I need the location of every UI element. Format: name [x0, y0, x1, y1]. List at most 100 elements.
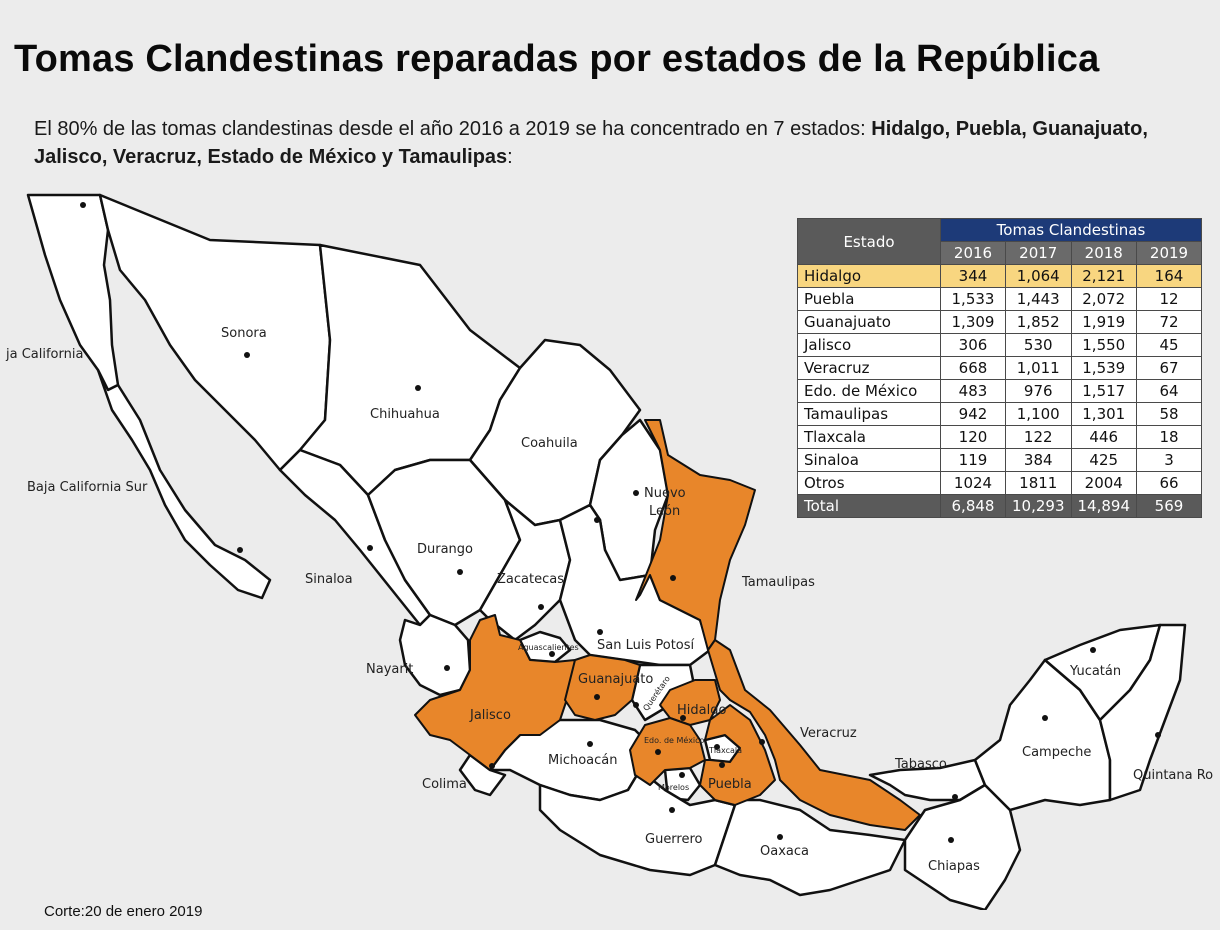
state-baja-california-sur [96, 368, 272, 600]
subtitle: El 80% de las tomas clandestinas desde e… [34, 115, 1194, 171]
state-nayarit [398, 613, 472, 697]
label-chiapas: Chiapas [928, 859, 980, 874]
row-value: 67 [1136, 356, 1202, 380]
row-value: 1,309 [940, 310, 1006, 334]
row-value: 1,011 [1005, 356, 1072, 380]
state-borders [26, 193, 1187, 910]
row-value: 1,539 [1070, 356, 1137, 380]
state-oaxaca [713, 798, 907, 897]
capital-dot [444, 665, 450, 671]
capital-dots [80, 202, 1161, 843]
row-estado: Puebla [797, 287, 941, 311]
state-zacatecas [478, 498, 572, 642]
capital-dot [714, 744, 720, 750]
subtitle-suffix: : [507, 146, 513, 168]
year-header: 2016 [940, 241, 1006, 265]
capital-dot [680, 715, 686, 721]
state-jalisco [414, 614, 576, 771]
label-puebla: Puebla [708, 777, 752, 792]
row-value: 18 [1136, 425, 1202, 449]
capital-dot [538, 604, 544, 610]
capital-dot [597, 629, 603, 635]
label-edo-mexico: Edo. de México [644, 735, 705, 745]
capital-dot [244, 352, 250, 358]
row-value: 2,121 [1070, 264, 1137, 288]
mexico-map: ja California Sonora Chihuahua Coahuila … [5, 193, 1213, 910]
capital-dot [669, 807, 675, 813]
label-aguascalientes: Aguascalientes [518, 643, 579, 652]
label-quintana-roo: Quintana Ro [1133, 768, 1213, 783]
label-nayarit: Nayarit [366, 662, 413, 677]
row-value: 1,919 [1070, 310, 1137, 334]
page-title: Tomas Clandestinas reparadas por estados… [14, 38, 1100, 80]
label-baja-california: ja California [5, 347, 83, 362]
row-value: 122 [1005, 425, 1072, 449]
row-value: 1,443 [1005, 287, 1072, 311]
state-quintana-roo [1098, 623, 1187, 802]
footnote: Corte:20 de enero 2019 [44, 903, 203, 920]
capital-dot [633, 702, 639, 708]
table-row: Jalisco 306 530 1,550 45 [797, 333, 1202, 357]
label-guanajuato: Guanajuato [578, 672, 653, 687]
table-total-row: Total 6,848 10,293 14,894 569 [797, 494, 1202, 518]
label-coahuila: Coahuila [521, 436, 578, 451]
year-header: 2019 [1136, 241, 1202, 265]
table-row: Hidalgo 344 1,064 2,121 164 [797, 264, 1202, 288]
table-row: Sinaloa 119 384 425 3 [797, 448, 1202, 472]
table-row: Tlaxcala 120 122 446 18 [797, 425, 1202, 449]
row-value: 120 [940, 425, 1006, 449]
label-oaxaca: Oaxaca [760, 844, 809, 859]
row-value: 1024 [940, 471, 1006, 495]
label-tlaxcala: Tlaxcala [708, 746, 742, 755]
label-hidalgo: Hidalgo [677, 703, 726, 718]
year-header: 2017 [1005, 241, 1072, 265]
capital-dot [415, 385, 421, 391]
label-campeche: Campeche [1022, 745, 1091, 760]
row-value: 942 [940, 402, 1006, 426]
estado-header: Estado [797, 218, 941, 265]
row-value: 12 [1136, 287, 1202, 311]
table-row: Tamaulipas 942 1,100 1,301 58 [797, 402, 1202, 426]
row-estado: Veracruz [797, 356, 941, 380]
label-jalisco: Jalisco [469, 708, 511, 723]
subtitle-prefix: El 80% de las tomas clandestinas desde e… [34, 118, 872, 140]
label-yucatan: Yucatán [1069, 664, 1121, 679]
capital-dot [679, 772, 685, 778]
label-zacatecas: Zacatecas [497, 572, 564, 587]
row-value: 72 [1136, 310, 1202, 334]
capital-dot [489, 763, 495, 769]
row-value: 1,550 [1070, 333, 1137, 357]
row-estado: Tlaxcala [797, 425, 941, 449]
capital-dot [367, 545, 373, 551]
capital-dot [237, 547, 243, 553]
state-edo-mexico [629, 717, 706, 786]
capital-dot [1090, 647, 1096, 653]
state-puebla [699, 704, 776, 806]
total-label: Total [797, 494, 941, 518]
row-value: 446 [1070, 425, 1137, 449]
highlighted-states [414, 419, 921, 831]
row-value: 66 [1136, 471, 1202, 495]
label-sonora: Sonora [221, 326, 267, 341]
row-value: 668 [940, 356, 1006, 380]
row-value: 1,533 [940, 287, 1006, 311]
label-michoacan: Michoacán [548, 753, 618, 768]
row-estado: Tamaulipas [797, 402, 941, 426]
row-value: 2,072 [1070, 287, 1137, 311]
label-guerrero: Guerrero [645, 832, 703, 847]
capital-dot [655, 749, 661, 755]
row-value: 530 [1005, 333, 1072, 357]
row-value: 483 [940, 379, 1006, 403]
state-labels: ja California Sonora Chihuahua Coahuila … [5, 326, 1213, 874]
capital-dot [1155, 732, 1161, 738]
capital-dot [594, 694, 600, 700]
row-estado: Sinaloa [797, 448, 941, 472]
capital-dot [633, 490, 639, 496]
subtitle-states: Hidalgo, Puebla, Guanajuato, Jalisco, Ve… [34, 118, 1148, 168]
table-row: Edo. de México 483 976 1,517 64 [797, 379, 1202, 403]
label-colima: Colima [422, 777, 467, 792]
label-nuevo-leon-1: Nuevo [644, 486, 686, 501]
capital-dot [670, 575, 676, 581]
table-row: Otros 1024 1811 2004 66 [797, 471, 1202, 495]
tomas-table: Estado Tomas Clandestinas 2016 2017 2018… [797, 218, 1202, 518]
